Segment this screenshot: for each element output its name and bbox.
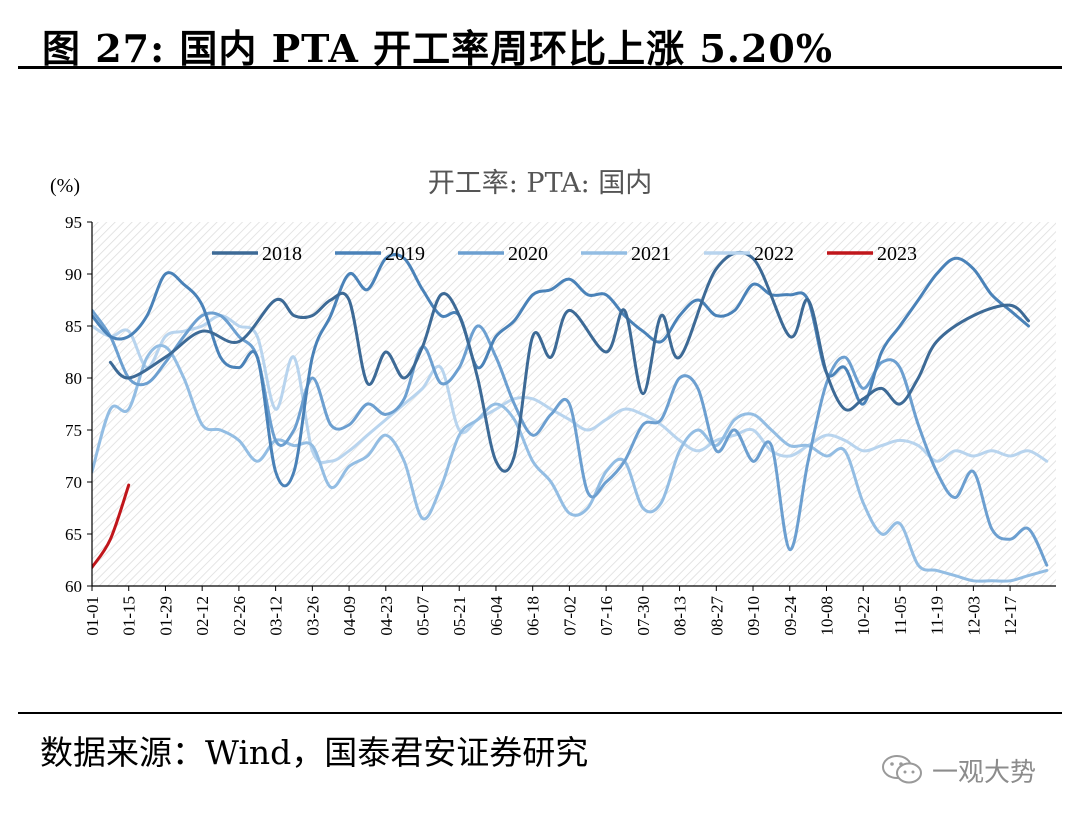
x-tick-label: 12-03 bbox=[964, 596, 983, 636]
x-tick-label: 11-19 bbox=[928, 596, 947, 635]
y-tick-label: 80 bbox=[65, 369, 82, 388]
y-tick-label: 60 bbox=[65, 577, 82, 596]
x-axis-ticks: 01-01 01-15 01-29 02-12 02-26 03-12 03-26 04-09… bbox=[83, 586, 1020, 636]
bottom-rule bbox=[18, 712, 1062, 714]
legend-item-2021: 2021 bbox=[581, 243, 671, 265]
x-tick-label: 02-26 bbox=[230, 596, 249, 636]
series-line-2018 bbox=[108, 250, 1030, 473]
legend-item-2023: 2023 bbox=[827, 243, 917, 265]
x-tick-label: 09-10 bbox=[744, 596, 763, 636]
figure-title: 图 27: 国内 PTA 开工率周环比上涨 5.20% bbox=[42, 26, 833, 71]
y-tick-label: 70 bbox=[65, 473, 82, 492]
x-tick-label: 01-29 bbox=[156, 596, 175, 636]
data-source: 数据来源：Wind，国泰君安证券研究 bbox=[40, 733, 589, 772]
x-tick-label: 04-09 bbox=[340, 596, 359, 636]
watermark-text: 一观大势 bbox=[932, 758, 1037, 788]
legend-label: 2018 bbox=[262, 243, 302, 265]
y-tick-label: 75 bbox=[65, 421, 82, 440]
y-axis-ticks: 60 65 70 75 80 85 90 95 bbox=[65, 213, 92, 596]
x-tick-label: 03-12 bbox=[267, 596, 286, 636]
x-tick-label: 01-15 bbox=[120, 596, 139, 636]
figure-header: 图 27: 国内 PTA 开工率周环比上涨 5.20% bbox=[18, 14, 1062, 71]
y-tick-label: 65 bbox=[65, 525, 82, 544]
legend-item-2018: 2018 bbox=[212, 243, 302, 265]
legend-item-2019: 2019 bbox=[335, 243, 425, 265]
x-tick-label: 08-27 bbox=[707, 596, 726, 636]
x-tick-label: 06-04 bbox=[487, 596, 506, 636]
x-tick-label: 04-23 bbox=[377, 596, 396, 636]
watermark: 一观大势 bbox=[880, 752, 1060, 788]
legend-label: 2021 bbox=[631, 243, 671, 265]
series-line-2019 bbox=[92, 253, 1030, 488]
x-tick-label: 10-22 bbox=[854, 596, 873, 636]
series-lines bbox=[92, 250, 1049, 583]
legend-item-2022: 2022 bbox=[704, 243, 794, 265]
wechat-icon bbox=[882, 755, 922, 784]
x-tick-label: 07-16 bbox=[597, 596, 616, 636]
x-tick-label: 10-08 bbox=[817, 596, 836, 636]
x-tick-label: 09-24 bbox=[781, 596, 800, 636]
series-line-2021 bbox=[92, 344, 1049, 583]
x-tick-label: 07-30 bbox=[634, 596, 653, 636]
x-tick-label: 02-12 bbox=[193, 596, 212, 636]
x-tick-label: 06-18 bbox=[524, 596, 543, 636]
legend-item-2020: 2020 bbox=[458, 243, 548, 265]
x-tick-label: 05-21 bbox=[450, 596, 469, 636]
legend-label: 2022 bbox=[754, 243, 794, 265]
y-tick-label: 85 bbox=[65, 317, 82, 336]
legend-label: 2019 bbox=[385, 243, 425, 265]
y-tick-label: 95 bbox=[65, 213, 82, 232]
x-tick-label: 08-13 bbox=[671, 596, 690, 636]
x-tick-label: 11-05 bbox=[891, 596, 910, 635]
legend: 2018 2019 2020 2021 2022 2023 bbox=[212, 243, 917, 265]
x-tick-label: 12-17 bbox=[1001, 596, 1020, 636]
chart-title: 开工率: PTA: 国内 bbox=[428, 168, 653, 199]
series-line-2022 bbox=[92, 314, 1049, 464]
legend-label: 2020 bbox=[508, 243, 548, 265]
y-tick-label: 90 bbox=[65, 265, 82, 284]
x-tick-label: 07-02 bbox=[560, 596, 579, 636]
y-axis-unit: (%) bbox=[50, 175, 80, 197]
series-line-2023 bbox=[92, 483, 131, 569]
x-tick-label: 01-01 bbox=[83, 596, 102, 636]
legend-label: 2023 bbox=[877, 243, 917, 265]
top-rule bbox=[18, 66, 1062, 69]
x-tick-label: 03-26 bbox=[303, 596, 322, 636]
x-tick-label: 05-07 bbox=[414, 596, 433, 636]
